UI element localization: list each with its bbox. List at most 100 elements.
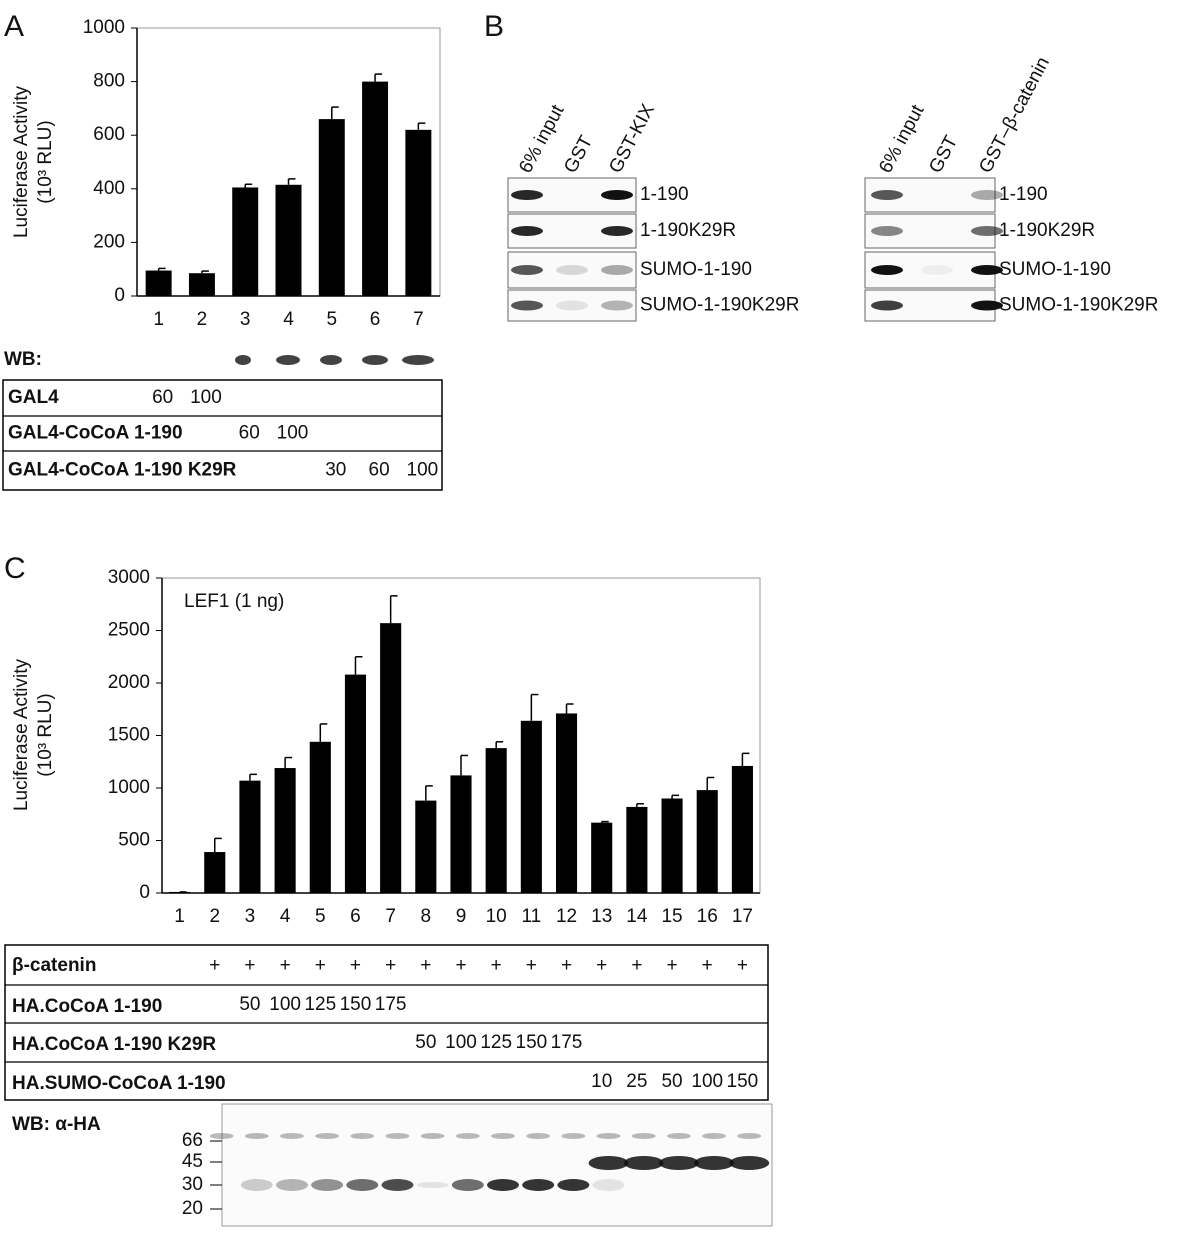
blot-band [971, 226, 1003, 236]
y-axis-label: Luciferase Activity [11, 658, 32, 811]
blot-band [601, 265, 633, 275]
blot-band [320, 355, 342, 365]
x-tick-label: 4 [280, 906, 291, 927]
row-label: HA.CoCoA 1-190 [12, 996, 162, 1017]
blot-band [601, 226, 633, 236]
x-tick-label: 7 [413, 309, 424, 330]
y-tick-label: 2500 [108, 620, 150, 641]
blot-band [971, 300, 1003, 311]
x-tick-label: 13 [591, 906, 612, 927]
table-cell: + [631, 955, 642, 976]
bar [731, 765, 753, 893]
marker-label: 20 [182, 1198, 203, 1219]
table-frame [2, 379, 443, 491]
row-label: 1-190K29R [999, 220, 1095, 241]
table-cell: + [244, 955, 255, 976]
row-label: SUMO-1-190K29R [640, 295, 799, 316]
blot-band [871, 265, 903, 275]
bar [232, 187, 259, 296]
bar [626, 806, 648, 893]
table-cell: 100 [269, 994, 301, 1015]
x-tick-label: 11 [521, 906, 541, 927]
bar [169, 891, 191, 893]
table-cell: + [667, 955, 678, 976]
blot-band [362, 355, 388, 365]
bar [275, 184, 302, 296]
blot-band [871, 300, 903, 311]
bar [309, 741, 331, 893]
row-label: SUMO-1-190 [999, 259, 1111, 280]
x-tick-label: 10 [486, 906, 507, 927]
row-label: 1-190K29R [640, 220, 736, 241]
marker-label: 45 [182, 1151, 203, 1172]
y-tick-label: 400 [93, 178, 125, 199]
table-cell: 30 [325, 460, 346, 481]
blot-band [311, 1179, 344, 1191]
column-header: GST [560, 132, 597, 177]
table-cell: 175 [375, 994, 407, 1015]
table-cell: + [280, 955, 291, 976]
blot-band [511, 226, 543, 236]
bar [239, 780, 261, 893]
row-label: GAL4 [8, 387, 59, 408]
bar [380, 623, 402, 893]
blot-band [522, 1179, 555, 1191]
annotation: LEF1 (1 ng) [184, 591, 284, 612]
marker-label: 66 [182, 1130, 203, 1151]
wb-label: WB: [4, 349, 42, 370]
bar [362, 81, 389, 296]
x-tick-label: 12 [556, 906, 577, 927]
x-tick-label: 2 [209, 906, 220, 927]
table-cell: + [491, 955, 502, 976]
table-cell: + [561, 955, 572, 976]
row-label: 1-190 [999, 184, 1048, 205]
bar [450, 775, 472, 893]
panel-label: C [4, 552, 26, 585]
bar [415, 800, 437, 893]
blot-band [596, 1133, 621, 1139]
x-tick-label: 6 [370, 309, 381, 330]
blot-band [871, 190, 903, 200]
blot-band [455, 1133, 480, 1139]
table-cell: 50 [239, 994, 260, 1015]
x-tick-label: 5 [326, 309, 337, 330]
blot-band [420, 1133, 445, 1139]
table-cell: 150 [516, 1032, 548, 1053]
blot-band [666, 1133, 691, 1139]
table-cell: + [420, 955, 431, 976]
blot-band [971, 265, 1003, 275]
blot-band [209, 1133, 234, 1139]
x-tick-label: 1 [174, 906, 185, 927]
table-cell: 60 [369, 460, 390, 481]
blot-band [601, 190, 633, 200]
row-label: SUMO-1-190 [640, 259, 752, 280]
blot-band [623, 1156, 664, 1170]
panel-label: B [484, 10, 504, 43]
y-tick-label: 0 [114, 285, 125, 306]
row-label: SUMO-1-190K29R [999, 295, 1158, 316]
blot-band [240, 1179, 273, 1191]
blot-band [526, 1133, 551, 1139]
table-cell: + [350, 955, 361, 976]
y-tick-label: 1500 [108, 725, 150, 746]
blot-band [556, 265, 588, 275]
table-cell: + [526, 955, 537, 976]
table-cell: 175 [551, 1032, 583, 1053]
table-cell: + [209, 955, 220, 976]
x-tick-label: 14 [626, 906, 648, 927]
blot-band [487, 1179, 519, 1191]
y-axis-label: (10³ RLU) [35, 693, 56, 776]
y-tick-label: 800 [93, 71, 125, 92]
y-tick-label: 200 [93, 231, 125, 252]
table-cell: 150 [340, 994, 372, 1015]
blot-band [381, 1179, 414, 1191]
row-label: HA.CoCoA 1-190 K29R [12, 1034, 216, 1055]
table-cell: 25 [626, 1071, 647, 1092]
bar [591, 822, 613, 893]
row-label: HA.SUMO-CoCoA 1-190 [12, 1073, 226, 1094]
y-tick-label: 1000 [83, 17, 125, 38]
x-tick-label: 2 [197, 309, 208, 330]
blot-band [491, 1133, 515, 1139]
blot-band [244, 1133, 269, 1139]
